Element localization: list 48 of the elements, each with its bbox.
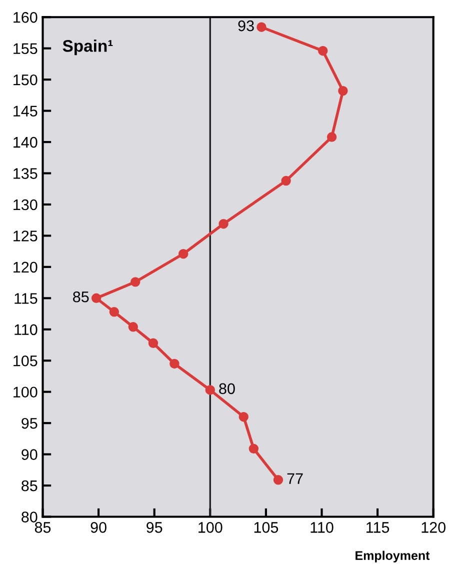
y-tick-label: 145 (14, 106, 38, 116)
point (148, 338, 158, 348)
y-tick-label: 135 (14, 168, 38, 179)
x-axis-title: Employment (356, 550, 430, 562)
x-tick-label: 120 (422, 522, 446, 533)
annotation: 85 (73, 291, 89, 302)
point (205, 385, 216, 395)
point (326, 132, 337, 142)
point (248, 444, 259, 454)
point (338, 86, 348, 96)
y-tick-label: 155 (14, 43, 38, 54)
point (178, 248, 188, 259)
text: Spain¹ (62, 40, 113, 56)
y-tick-label: 120 (14, 262, 38, 273)
x-tick-label: 110 (310, 522, 334, 533)
point (273, 475, 284, 485)
y-tick-label: 100 (14, 386, 38, 398)
y-tick-label: 130 (14, 199, 38, 210)
x-tick-label: 85 (34, 522, 51, 533)
y-tick-label: 90 (22, 449, 38, 460)
y-tick-label: 115 (14, 293, 38, 304)
annotation: 93 (238, 20, 254, 32)
x-tick-label: 95 (146, 522, 162, 533)
x-tick-label: 100 (198, 522, 222, 533)
annotation: 77 (287, 473, 303, 484)
point (91, 293, 102, 304)
point (130, 277, 140, 287)
point (256, 22, 266, 32)
x-tick-label: 115 (366, 522, 390, 533)
y-tick-label: 150 (14, 74, 38, 86)
y-tick-label: 95 (22, 418, 38, 429)
y-tick-label: 85 (22, 480, 38, 492)
point (218, 218, 228, 229)
x-tick-label: 90 (90, 522, 106, 533)
point (128, 322, 138, 332)
x-tick-label: 105 (254, 522, 278, 533)
y-tick-label: 80 (22, 512, 38, 522)
y-tick-label: 105 (14, 355, 38, 366)
y-tick-label: 110 (14, 324, 38, 336)
y-tick-label: 160 (14, 12, 38, 23)
point (318, 46, 328, 56)
y-tick-label: 140 (14, 136, 38, 148)
point (281, 176, 291, 186)
point (170, 358, 180, 369)
annotation: 80 (219, 383, 235, 394)
point (109, 307, 120, 317)
y-tick-label: 125 (14, 230, 38, 242)
point (238, 412, 248, 422)
